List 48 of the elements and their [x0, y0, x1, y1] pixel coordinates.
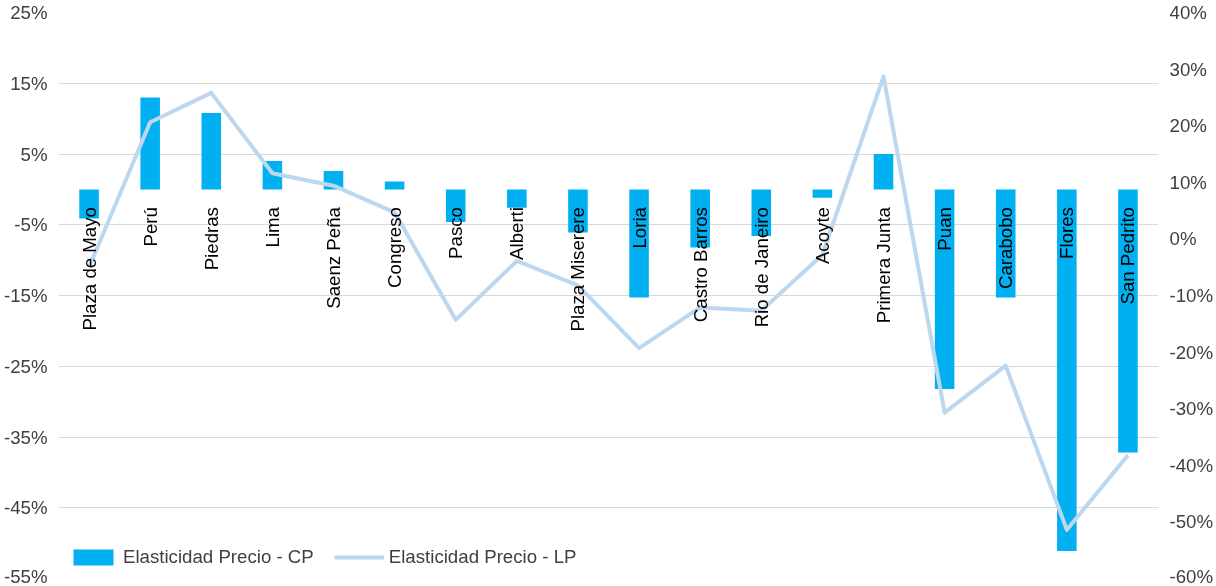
y2-tick-label: -50% [1169, 511, 1214, 533]
x-tick-label: Castro Barros [689, 207, 711, 323]
y-tick-label: -45% [3, 497, 48, 519]
x-tick-label: Flores [1056, 207, 1078, 259]
legend-label: Elasticidad Precio - LP [388, 546, 577, 568]
x-tick-label: Piedras [200, 207, 222, 271]
x-tick-label: Pasco [445, 207, 467, 259]
x-tick-label: Plaza de Mayo [78, 207, 100, 331]
bar [1118, 189, 1138, 453]
y-tick-label: -25% [3, 355, 48, 377]
bar [629, 189, 649, 298]
y2-tick-label: -20% [1169, 341, 1214, 363]
bar [201, 112, 222, 190]
x-tick-label: Loria [628, 206, 650, 249]
bar [812, 189, 833, 198]
y-tick-label: 15% [10, 72, 48, 94]
bar [507, 189, 527, 208]
y2-tick-label: 10% [1169, 171, 1207, 193]
y2-tick-label: -40% [1169, 454, 1214, 476]
bar [1057, 189, 1077, 551]
x-tick-label: Primera Junta [873, 206, 894, 324]
y-tick-label: -55% [3, 565, 48, 586]
x-tick-label: Alberti [506, 207, 528, 260]
y-tick-label: -15% [3, 285, 48, 306]
x-tick-label: Lima [261, 206, 283, 248]
y-tick-label: 25% [10, 2, 48, 23]
x-tick-label: San Pedrito [1117, 207, 1139, 305]
x-tick-label: Saenz Peña [323, 206, 344, 309]
y2-tick-label: -30% [1169, 398, 1214, 420]
y-tick-label: -35% [3, 426, 48, 448]
legend-label: Elasticidad Precio - CP [123, 546, 314, 568]
x-tick-label: Congreso [384, 207, 406, 288]
x-tick-label: Perú [139, 207, 161, 247]
y2-tick-label: 30% [1169, 58, 1207, 80]
x-tick-label: Carabobo [995, 207, 1017, 289]
x-tick-label: Plaza Miserere [567, 207, 589, 332]
x-tick-label: Puan [934, 207, 956, 251]
y2-tick-label: -60% [1169, 565, 1214, 586]
x-tick-label: Rio de Janeiro [750, 207, 772, 328]
y2-tick-label: 40% [1169, 2, 1207, 23]
x-tick-label: Acoyte [811, 207, 833, 265]
y2-tick-label: 0% [1169, 228, 1197, 250]
y2-tick-label: 20% [1169, 115, 1207, 137]
bar [140, 97, 160, 190]
bar [873, 154, 894, 190]
y-tick-label: -5% [14, 214, 48, 236]
y2-tick-label: -10% [1169, 285, 1214, 306]
y-tick-label: 5% [20, 143, 48, 165]
